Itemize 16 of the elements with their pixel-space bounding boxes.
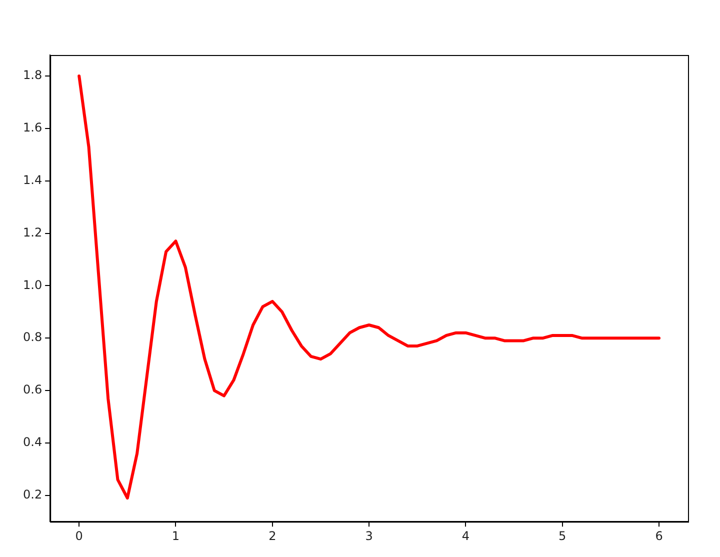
x-tick-label: 5 bbox=[558, 528, 566, 543]
x-tick-label: 3 bbox=[365, 528, 373, 543]
y-tick-label: 0.4 bbox=[22, 435, 42, 450]
x-tick-label: 2 bbox=[268, 528, 276, 543]
y-tick-label: 0.2 bbox=[22, 488, 42, 502]
y-tick-label: 1.4 bbox=[22, 172, 42, 187]
x-tick-label: 1 bbox=[172, 528, 180, 543]
x-tick-label: 6 bbox=[655, 528, 663, 543]
x-tick-label: 0 bbox=[75, 528, 83, 543]
y-tick-label: 1.2 bbox=[22, 225, 42, 240]
y-tick-label: 1.8 bbox=[22, 68, 42, 82]
y-tick-label: 1.6 bbox=[22, 120, 42, 135]
x-tick-label: 4 bbox=[462, 528, 470, 543]
y-tick-label: 0.8 bbox=[22, 330, 42, 344]
y-tick-label: 0.6 bbox=[22, 382, 42, 397]
y-tick-label: 1.0 bbox=[22, 278, 42, 292]
